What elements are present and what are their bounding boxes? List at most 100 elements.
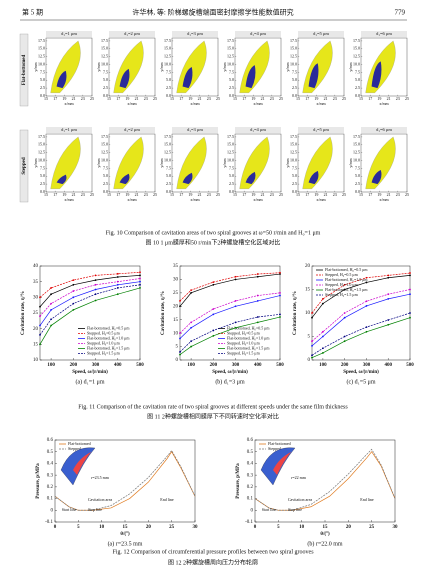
x-tick-label: 500 xyxy=(406,363,414,368)
y-axis-label: Pressure, p/MPa xyxy=(36,463,41,499)
x-tick-label: 0 xyxy=(54,525,57,530)
legend-label: Stepped, H₀=1.0 μm xyxy=(325,282,359,288)
y-tick-label: 0.4 xyxy=(247,462,254,467)
y-tick-label: 0.0 xyxy=(166,189,171,194)
x-tick-label: 23 xyxy=(207,96,211,101)
y-tick-label: 15.0 xyxy=(164,142,171,147)
y-tick-label: -0.1 xyxy=(245,520,253,525)
annotation: Cavitation area xyxy=(288,497,313,502)
x-tick-label: 15 xyxy=(107,192,111,197)
x-tick-label: 15 xyxy=(323,525,329,530)
x-axis-label: x/mm xyxy=(316,101,326,106)
x-tick-label: 400 xyxy=(114,363,122,368)
y-tick-label: 10.0 xyxy=(227,157,234,162)
x-tick-label: 0 xyxy=(254,525,257,530)
legend-label: Stepped xyxy=(268,446,281,451)
x-tick-label: 23 xyxy=(396,192,400,197)
cavitation-zone xyxy=(371,61,382,89)
y-axis-label: Cavitation rate, η/% xyxy=(161,291,166,335)
y-tick-label: 10.0 xyxy=(290,61,297,66)
x-tick-label: 21 xyxy=(261,96,265,101)
x-tick-label: 19 xyxy=(251,96,255,101)
legend-label: Flat-bottomed, H₀=1.5 μm xyxy=(325,287,368,293)
data-point xyxy=(409,312,411,314)
y-tick-label: 15.0 xyxy=(353,142,360,147)
x-tick-label: 17 xyxy=(305,96,309,101)
header-center: 许华林, 等: 阶梯螺旋槽端面密封摩擦学性能数值研究 xyxy=(132,8,293,17)
annotation: End line xyxy=(360,497,374,502)
y-tick-label: 5.0 xyxy=(103,173,108,178)
x-axis-label: Speed, ω/(r/min) xyxy=(212,370,248,375)
x-tick-label: 5 xyxy=(77,525,80,530)
data-point xyxy=(94,299,97,302)
y-tick-label: 12.5 xyxy=(290,54,297,59)
data-point xyxy=(279,291,281,294)
y-tick-label: 10 xyxy=(33,358,39,363)
y-tick-label: 17.5 xyxy=(353,38,360,43)
data-point xyxy=(311,340,313,343)
data-point xyxy=(116,287,119,289)
x-tick-label: 10 xyxy=(299,525,305,530)
series-line xyxy=(179,295,281,339)
y-tick-label: 7.5 xyxy=(229,165,234,170)
x-tick-label: 200 xyxy=(70,363,78,368)
panel-title-box xyxy=(235,31,281,37)
data-point xyxy=(279,316,281,318)
data-point xyxy=(94,274,97,277)
y-tick-label: 5.0 xyxy=(229,173,234,178)
data-point xyxy=(343,288,346,291)
panel-title: d₁=3 μm xyxy=(187,127,203,132)
x-tick-label: 15 xyxy=(233,192,237,197)
y-tick-label: 0.0 xyxy=(40,189,45,194)
y-tick-label: 0.5 xyxy=(47,450,54,455)
caption: 图 10 1 μm膜厚和50 r/min下2种螺旋槽空化区域对比 xyxy=(146,238,281,246)
data-point xyxy=(139,280,141,283)
y-tick-label: 12.5 xyxy=(101,150,108,155)
x-axis-label: x/mm xyxy=(253,197,263,202)
legend-label: Flat-bottomed, H₀=1.0 μm xyxy=(87,335,130,341)
y-tick-label: 10.0 xyxy=(164,61,171,66)
y-tick-label: 0.0 xyxy=(229,189,234,194)
y-tick-label: 2.5 xyxy=(103,85,108,90)
series-line xyxy=(39,278,141,317)
x-tick-label: 15 xyxy=(44,192,48,197)
data-point xyxy=(343,340,346,343)
x-tick-label: 25 xyxy=(169,525,175,530)
y-tick-label: 15.0 xyxy=(227,46,234,51)
legend-label: Flat-bottomed xyxy=(68,441,91,446)
x-tick-label: 17 xyxy=(53,96,57,101)
x-axis-label: x/mm xyxy=(316,197,326,202)
y-tick-label: 20 xyxy=(33,327,39,332)
data-point xyxy=(256,300,259,302)
y-tick-label: 17.5 xyxy=(38,38,45,43)
x-tick-label: 19 xyxy=(314,96,318,101)
y-tick-label: 7.5 xyxy=(355,165,360,170)
y-tick-label: 10.0 xyxy=(38,157,45,162)
series-line xyxy=(39,271,141,298)
series-line xyxy=(311,293,411,347)
data-point xyxy=(311,354,313,357)
data-point xyxy=(39,343,41,346)
y-tick-label: 0.0 xyxy=(103,93,108,98)
data-point xyxy=(190,340,193,343)
y-tick-label: 0.4 xyxy=(47,462,54,467)
caption: Fig. 11 Comparison of the cavitation rat… xyxy=(78,403,348,410)
data-point xyxy=(365,281,368,284)
y-tick-label: 40 xyxy=(33,264,39,269)
x-tick-label: 15 xyxy=(359,96,363,101)
series-line xyxy=(311,317,411,358)
x-axis-label: x/mm xyxy=(253,101,263,106)
data-point xyxy=(72,279,75,281)
panel-title-box xyxy=(109,31,155,37)
legend-label: Stepped, H₀=0.5 μm xyxy=(87,330,121,336)
x-tick-label: 17 xyxy=(116,96,120,101)
data-point xyxy=(321,335,324,338)
inset-cavity xyxy=(73,452,91,475)
x-tick-label: 200 xyxy=(341,363,349,368)
y-tick-label: 0.0 xyxy=(166,93,171,98)
data-point xyxy=(409,274,411,277)
x-tick-label: 17 xyxy=(116,192,120,197)
legend-label: Stepped, H₀=1.5 μm xyxy=(325,292,359,298)
x-tick-label: 17 xyxy=(179,96,183,101)
y-tick-label: 5.0 xyxy=(292,173,297,178)
